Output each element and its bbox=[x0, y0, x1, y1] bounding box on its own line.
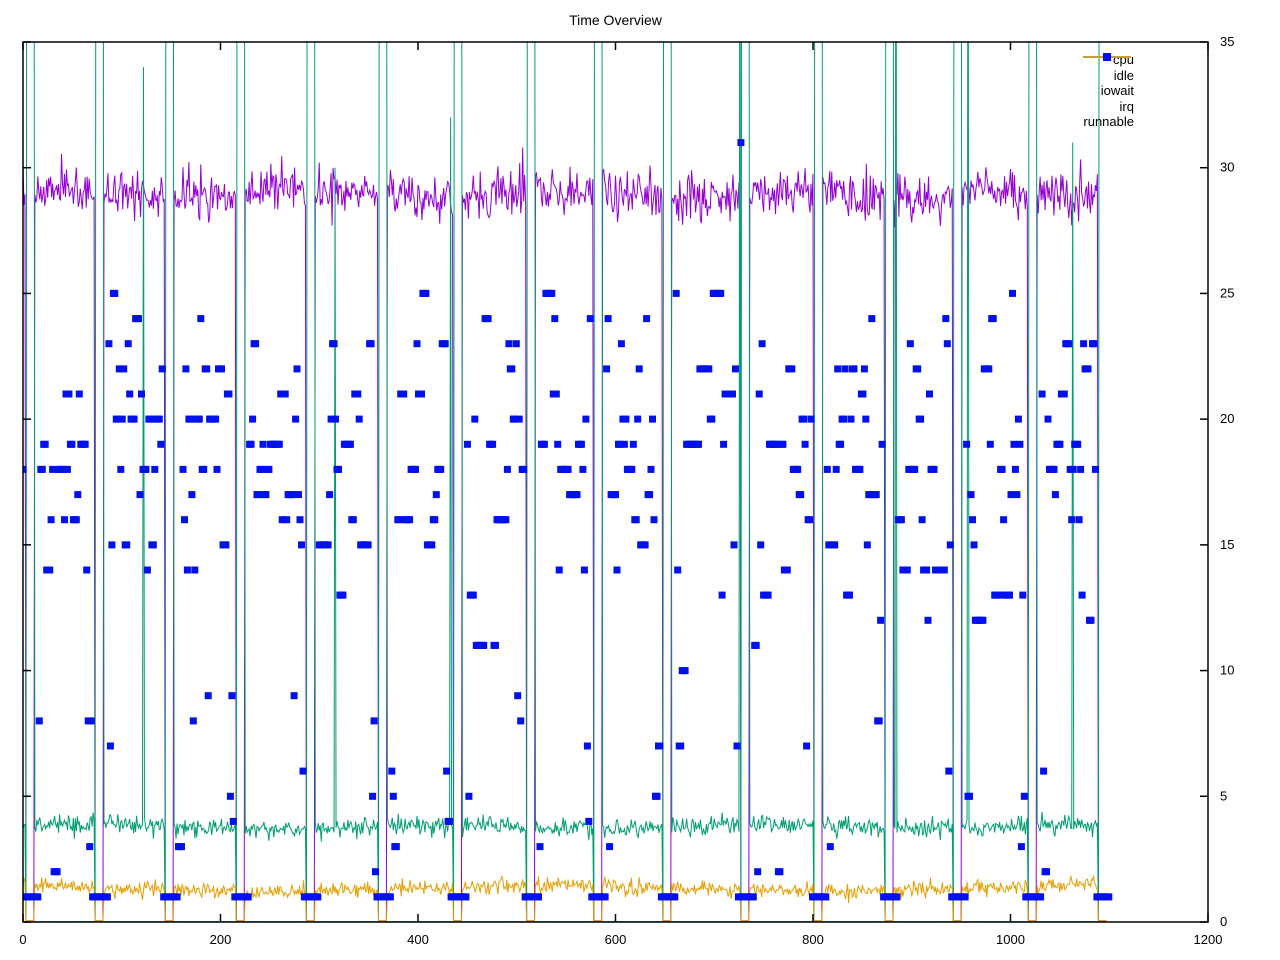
y-tick-label: 10 bbox=[1220, 663, 1234, 678]
legend-label: irq bbox=[1119, 98, 1134, 114]
legend-item-runnable: runnable bbox=[1083, 53, 1192, 130]
legend-label: runnable bbox=[1083, 114, 1134, 130]
x-tick-label: 1200 bbox=[1194, 932, 1223, 947]
legend-label: idle bbox=[1113, 67, 1134, 83]
irq-line bbox=[23, 875, 1107, 922]
y-tick-label: 30 bbox=[1220, 160, 1234, 175]
legend-item-irq: irq bbox=[1083, 56, 1192, 115]
runnable-points bbox=[23, 139, 1113, 901]
legend-line-sample-icon bbox=[1083, 55, 1192, 65]
x-tick-label: 600 bbox=[605, 932, 627, 947]
cpu-line bbox=[23, 147, 1107, 922]
legend-label: cpu bbox=[1113, 52, 1134, 68]
y-tick-label: 35 bbox=[1220, 34, 1234, 49]
x-tick-label: 400 bbox=[407, 932, 429, 947]
chart-legend: cpu idle iowait irq runnable bbox=[1083, 52, 1192, 130]
plot-series bbox=[23, 42, 1113, 922]
legend-item-iowait: iowait bbox=[1083, 56, 1192, 99]
chart-title: Time Overview bbox=[569, 12, 662, 28]
x-tick-label: 800 bbox=[802, 932, 824, 947]
legend-line-sample-icon bbox=[1083, 56, 1192, 80]
y-tick-label: 15 bbox=[1220, 537, 1234, 552]
x-tick-label: 200 bbox=[210, 932, 232, 947]
y-tick-label: 5 bbox=[1220, 788, 1227, 803]
legend-label: iowait bbox=[1100, 83, 1134, 99]
legend-square-sample-icon bbox=[1103, 53, 1192, 127]
y-tick-label: 0 bbox=[1220, 914, 1227, 929]
legend-item-idle: idle bbox=[1083, 56, 1192, 84]
y-tick-label: 25 bbox=[1220, 285, 1234, 300]
plot-border-and-ticks bbox=[22, 41, 1209, 923]
legend-line-sample-icon bbox=[1083, 56, 1192, 96]
legend-line-sample-icon bbox=[1083, 56, 1192, 111]
x-tick-label: 1000 bbox=[996, 932, 1025, 947]
axis-labels: 0 200 400 600 800 1000 1200 0 5 10 15 20 25 30 35 bbox=[19, 34, 1234, 947]
idle-line bbox=[23, 42, 1100, 920]
x-tick-label: 0 bbox=[19, 932, 26, 947]
y-tick-label: 20 bbox=[1220, 411, 1234, 426]
